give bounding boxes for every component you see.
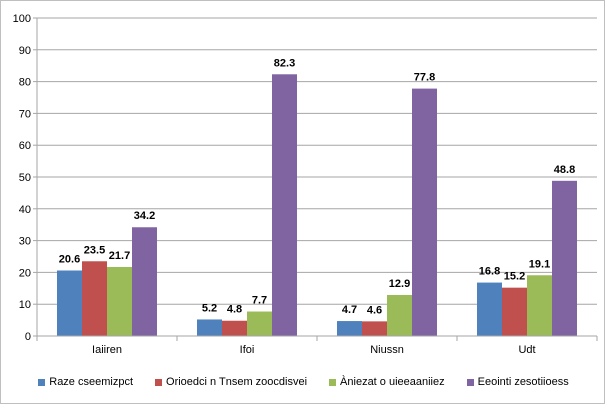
bar <box>247 311 272 336</box>
bar <box>412 88 437 336</box>
data-label: 12.9 <box>389 278 410 290</box>
legend-item: Raze cseemizpct <box>38 376 133 388</box>
data-label: 21.7 <box>109 250 130 262</box>
bar-chart: 0 10 20 30 40 50 60 70 80 90 100 20.6 23.5 21.7 34.2 Ia… <box>13 13 598 356</box>
y-tick-label: 100 <box>13 13 31 25</box>
legend-label: Raze cseemizpct <box>49 376 134 388</box>
bar <box>272 74 297 336</box>
legend-item: Àniezat o uieeaaniiez <box>329 376 445 388</box>
y-tick-label: 40 <box>19 204 31 216</box>
legend-item: Eeointi zesotiioess <box>466 376 569 388</box>
data-label: 15.2 <box>504 271 525 283</box>
y-tick-label: 10 <box>19 299 31 311</box>
data-label: 19.1 <box>529 258 550 270</box>
y-tick-label: 70 <box>19 108 31 120</box>
data-label: 7.7 <box>252 295 267 307</box>
bar <box>387 294 412 336</box>
y-tick-label: 50 <box>19 172 31 184</box>
y-tick-label: 30 <box>19 236 31 248</box>
legend-label: Orioedci n Tnsem zoocdisvei <box>166 376 308 388</box>
data-label: 5.2 <box>202 302 217 314</box>
bar <box>337 321 362 336</box>
legend-label: Àniezat o uieeaaniiez <box>340 376 445 388</box>
bar <box>502 287 527 336</box>
y-tick-label: 20 <box>19 267 31 279</box>
data-label: 34.2 <box>134 210 155 222</box>
bar <box>197 319 222 336</box>
legend-swatch <box>38 378 46 386</box>
bar <box>82 261 107 336</box>
data-label: 4.6 <box>367 304 382 316</box>
x-tick-label: Iaiiren <box>92 344 122 356</box>
x-tick-label: Niussn <box>370 344 404 356</box>
y-tick-label: 80 <box>19 77 31 89</box>
data-label: 82.3 <box>274 57 295 69</box>
data-label: 20.6 <box>59 253 80 265</box>
data-label: 48.8 <box>554 164 575 176</box>
y-tick-label: 60 <box>19 140 31 152</box>
bar <box>362 321 387 336</box>
x-tick-label: Ifoi <box>240 344 255 356</box>
legend: Raze cseemizpct Orioedci n Tnsem zoocdisv… <box>1 373 605 391</box>
data-label: 4.7 <box>342 304 357 316</box>
y-tick-label: 0 <box>25 331 31 343</box>
bar <box>527 275 552 336</box>
bar <box>477 282 502 336</box>
bar <box>107 266 132 336</box>
data-label: 16.8 <box>479 266 500 278</box>
data-label: 4.8 <box>227 304 242 316</box>
bar <box>132 227 157 336</box>
legend-item: Orioedci n Tnsem zoocdisvei <box>155 376 307 388</box>
x-tick-label: Udt <box>518 344 535 356</box>
legend-label: Eeointi zesotiioess <box>477 376 569 388</box>
data-label: 77.8 <box>414 72 435 84</box>
bar <box>552 180 577 336</box>
bar <box>57 270 82 336</box>
y-tick-label: 90 <box>19 45 31 57</box>
bar <box>222 320 247 336</box>
data-label: 23.5 <box>84 244 105 256</box>
legend-swatch <box>329 378 337 386</box>
legend-swatch <box>155 378 163 386</box>
legend-swatch <box>466 378 474 386</box>
